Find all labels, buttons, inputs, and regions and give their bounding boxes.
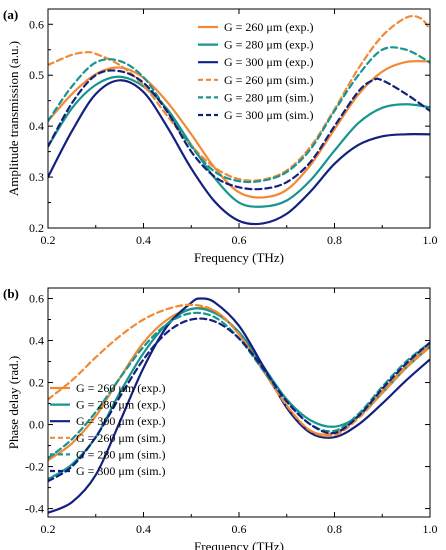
legend-entry: G = 300 μm (exp.)	[224, 55, 314, 69]
y-tick-label: 0.4	[29, 334, 44, 348]
x-tick-label: 0.4	[136, 233, 151, 247]
legend: G = 260 μm (exp.) G = 280 μm (exp.) G = 30…	[198, 20, 314, 122]
y-tick-label: 0.4	[29, 119, 44, 133]
legend-entry: G = 280 μm (sim.)	[76, 447, 166, 461]
series-line	[48, 297, 430, 514]
legend-entry: G = 280 μm (exp.)	[224, 38, 314, 52]
panel-b: 0.2 0.4 0.6 0.8 1.0 -0.4 -0.2 0.0 0.2 0.4 0.6 Frequ…	[3, 286, 438, 550]
x-axis-label: Frequency (THz)	[194, 539, 284, 550]
legend-entry: G = 280 μm (sim.)	[224, 90, 314, 104]
y-tick-label: -0.4	[25, 502, 44, 516]
legend-entry: G = 260 μm (sim.)	[224, 73, 314, 87]
series-line	[48, 303, 430, 438]
series-line	[48, 75, 430, 208]
series-group	[48, 14, 430, 226]
y-tick-label: 0.6	[29, 17, 44, 31]
x-tick-label: 0.2	[41, 233, 56, 247]
legend: G = 260 μm (exp.) G = 280 μm (exp.) G = 30…	[50, 381, 166, 478]
x-tick-label: 0.4	[136, 522, 151, 536]
y-tick-label: 0.0	[29, 418, 44, 432]
y-tick-label: 0.3	[29, 170, 44, 184]
x-tick-label: 0.6	[232, 233, 247, 247]
legend-entry: G = 260 μm (exp.)	[76, 381, 166, 395]
x-tick-label: 0.8	[327, 522, 342, 536]
y-axis-label: Amplitude transmission (a.u.)	[6, 41, 21, 196]
legend-entry: G = 260 μm (sim.)	[76, 431, 166, 445]
series-line	[48, 14, 430, 182]
y-tick-label: 0.2	[29, 376, 44, 390]
series-line	[48, 79, 430, 226]
legend-entry: G = 300 μm (sim.)	[76, 464, 166, 478]
legend-entry: G = 300 μm (sim.)	[224, 108, 314, 122]
panel-label: (a)	[3, 7, 18, 22]
series-line	[48, 69, 430, 191]
series-group	[48, 297, 430, 514]
x-tick-label: 1.0	[423, 522, 438, 536]
y-tick-label: -0.2	[25, 460, 44, 474]
panel-a: 0.2 0.4 0.6 0.8 1.0 0.2 0.3 0.4 0.5 0.6 Frequency …	[3, 7, 438, 265]
y-tick-label: 0.2	[29, 221, 44, 235]
legend-entry: G = 280 μm (exp.)	[76, 398, 166, 412]
y-tick-label: 0.6	[29, 292, 44, 306]
series-line	[48, 46, 430, 184]
series-line	[48, 317, 430, 483]
series-line	[48, 59, 430, 199]
x-tick-label: 0.6	[232, 522, 247, 536]
y-tick-label: 0.5	[29, 68, 44, 82]
x-tick-label: 0.2	[41, 522, 56, 536]
y-axis-label: Phase delay (rad.)	[6, 356, 21, 450]
panel-label: (b)	[3, 286, 19, 301]
x-axis-label: Frequency (THz)	[194, 250, 284, 265]
legend-entry: G = 260 μm (exp.)	[224, 20, 314, 34]
legend-entry: G = 300 μm (exp.)	[76, 414, 166, 428]
x-tick-label: 1.0	[423, 233, 438, 247]
x-tick-label: 0.8	[327, 233, 342, 247]
